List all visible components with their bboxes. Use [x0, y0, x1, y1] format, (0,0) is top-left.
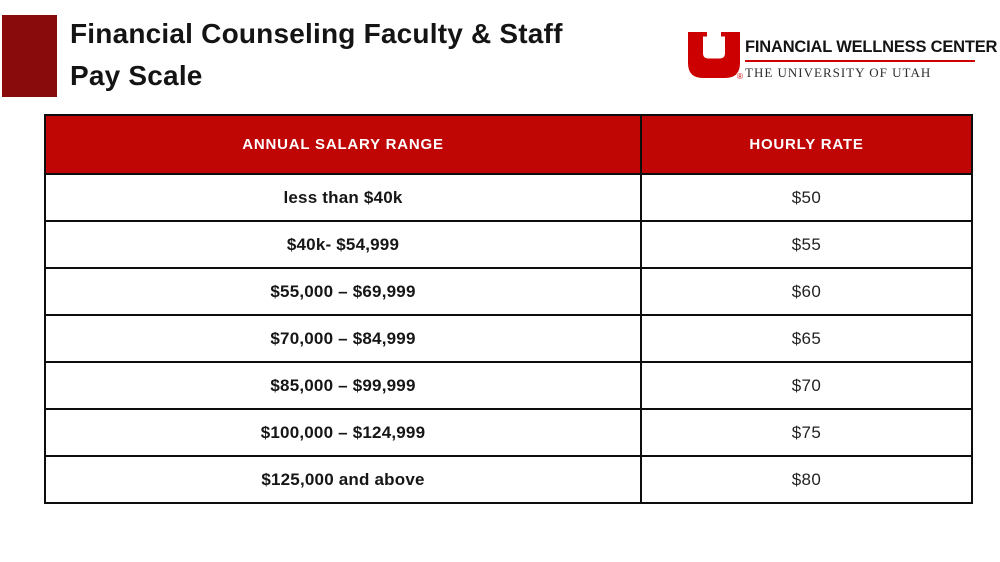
- brand-accent-block: [2, 15, 57, 97]
- pay-scale-table: ANNUAL SALARY RANGE HOURLY RATE less tha…: [44, 114, 973, 504]
- hourly-rate-cell: $75: [640, 408, 973, 457]
- table-row: $100,000 – $124,999 $75: [44, 408, 973, 457]
- table-row: $40k- $54,999 $55: [44, 220, 973, 269]
- salary-range-cell: $55,000 – $69,999: [44, 267, 642, 316]
- hourly-rate-cell: $70: [640, 361, 973, 410]
- hourly-rate-cell: $80: [640, 455, 973, 504]
- salary-range-cell: $85,000 – $99,999: [44, 361, 642, 410]
- page-title: Financial Counseling Faculty & Staff Pay…: [70, 13, 563, 97]
- salary-range-cell: $70,000 – $84,999: [44, 314, 642, 363]
- column-header-annual-salary-range: ANNUAL SALARY RANGE: [44, 114, 642, 175]
- registered-trademark-icon: ®: [737, 72, 743, 81]
- table-row: $85,000 – $99,999 $70: [44, 361, 973, 410]
- page-title-line1: Financial Counseling Faculty & Staff: [70, 18, 563, 49]
- hourly-rate-cell: $60: [640, 267, 973, 316]
- table-row: $70,000 – $84,999 $65: [44, 314, 973, 363]
- table-row: $125,000 and above $80: [44, 455, 973, 504]
- hourly-rate-cell: $65: [640, 314, 973, 363]
- logo-org-name: FINANCIAL WELLNESS CENTER: [745, 37, 998, 56]
- logo-institution-name: THE UNIVERSITY OF UTAH: [745, 65, 932, 80]
- logo-divider-rule: [745, 60, 975, 62]
- utah-block-u-icon: [688, 32, 740, 78]
- salary-range-cell: $40k- $54,999: [44, 220, 642, 269]
- salary-range-cell: $125,000 and above: [44, 455, 642, 504]
- page-title-line2: Pay Scale: [70, 60, 203, 91]
- table-row: less than $40k $50: [44, 173, 973, 222]
- financial-wellness-center-logo: ® FINANCIAL WELLNESS CENTER THE UNIVERSI…: [688, 30, 998, 85]
- hourly-rate-cell: $50: [640, 173, 973, 222]
- salary-range-cell: less than $40k: [44, 173, 642, 222]
- column-header-hourly-rate: HOURLY RATE: [640, 114, 973, 175]
- salary-range-cell: $100,000 – $124,999: [44, 408, 642, 457]
- hourly-rate-cell: $55: [640, 220, 973, 269]
- table-header-row: ANNUAL SALARY RANGE HOURLY RATE: [44, 114, 973, 175]
- table-row: $55,000 – $69,999 $60: [44, 267, 973, 316]
- logo-text-block: FINANCIAL WELLNESS CENTER THE UNIVERSITY…: [745, 37, 998, 81]
